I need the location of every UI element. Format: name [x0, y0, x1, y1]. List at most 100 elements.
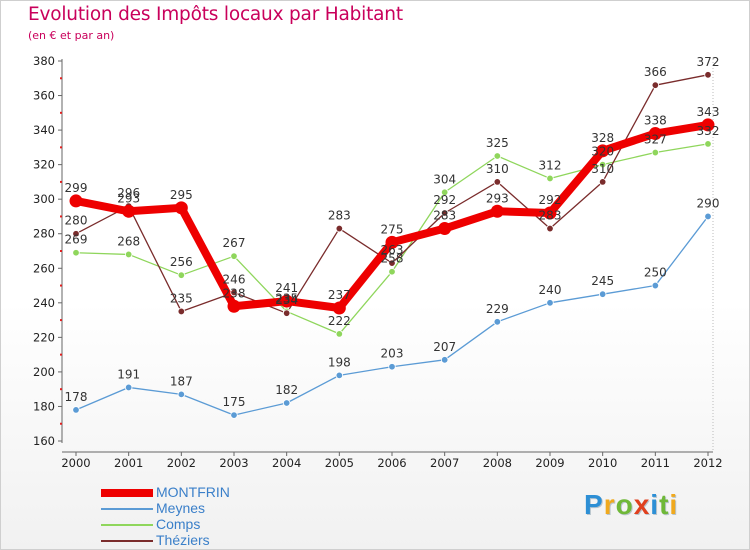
point-comps — [177, 271, 186, 279]
y-minor-tick — [60, 284, 62, 287]
legend-swatch-meynes — [101, 508, 153, 510]
point-comps — [230, 252, 238, 260]
point-theziers — [598, 178, 607, 186]
value-label-montfrin: 292 — [539, 193, 562, 207]
point-montfrin — [648, 127, 662, 141]
logo-letter: P — [584, 489, 604, 520]
point-comps — [335, 330, 344, 338]
value-label-montfrin: 293 — [486, 191, 509, 205]
logo-letter: o — [615, 489, 634, 520]
legend-swatch-theziers — [101, 540, 153, 542]
chart-title: Evolution des Impôts locaux par Habitant — [28, 4, 403, 25]
y-minor-tick — [60, 388, 62, 391]
value-label-theziers: 263 — [381, 243, 404, 257]
x-tick-label: 2006 — [377, 456, 406, 470]
y-minor-tick — [60, 250, 62, 252]
value-label-comps: 327 — [644, 133, 667, 147]
y-minor-tick — [60, 215, 62, 218]
legend-label-theziers: Théziers — [156, 532, 210, 548]
point-labels: 299 293 295 238 241 237 275 283 293 292 328 338 343 1… — [65, 55, 720, 409]
y-tick-label: 320 — [33, 158, 55, 172]
point-theziers — [72, 230, 80, 238]
value-label-meynes: 198 — [328, 355, 351, 369]
value-label-theziers: 372 — [697, 55, 720, 69]
x-tick-label: 2001 — [114, 456, 143, 470]
legend-swatch-montfrin — [101, 489, 153, 497]
point-montfrin — [438, 222, 452, 236]
y-tick-label: 300 — [33, 192, 55, 206]
point-comps — [598, 160, 607, 169]
value-label-comps: 304 — [433, 172, 456, 186]
value-label-theziers: 366 — [644, 65, 667, 79]
x-tick-label: 2005 — [325, 456, 354, 470]
y-minor-tick — [60, 111, 62, 114]
point-montfrin — [69, 194, 83, 208]
x-tick-label: 2010 — [588, 456, 617, 470]
value-label-comps: 222 — [328, 314, 351, 328]
value-label-theziers: 283 — [539, 209, 562, 223]
value-label-theziers: 283 — [328, 209, 351, 223]
value-label-montfrin: 238 — [223, 286, 246, 300]
chart-subtitle: (en € et par an) — [28, 29, 115, 42]
logo-letter: x — [633, 489, 651, 520]
x-tick-label: 2011 — [641, 456, 670, 470]
point-meynes — [388, 363, 396, 371]
y-tick-label: 200 — [33, 365, 55, 379]
point-montfrin — [227, 299, 241, 313]
value-label-meynes: 182 — [275, 383, 298, 397]
value-label-meynes: 191 — [117, 367, 140, 381]
x-tick-label: 2003 — [219, 456, 248, 470]
value-label-meynes: 245 — [591, 274, 614, 288]
value-label-comps: 325 — [486, 136, 509, 150]
logo-letter: i — [650, 489, 660, 520]
value-label-montfrin: 283 — [433, 209, 456, 223]
point-montfrin — [543, 206, 557, 220]
point-meynes — [598, 290, 607, 298]
value-label-meynes: 178 — [65, 390, 88, 404]
point-comps — [493, 152, 502, 160]
value-label-montfrin: 295 — [170, 188, 193, 202]
legend-item-comps: Comps — [101, 516, 301, 533]
point-meynes — [704, 212, 712, 221]
point-theziers — [230, 288, 238, 297]
value-label-meynes: 175 — [223, 395, 246, 409]
point-meynes — [282, 399, 291, 407]
value-label-montfrin: 293 — [117, 191, 140, 205]
point-comps — [440, 188, 449, 196]
point-theziers — [388, 259, 396, 267]
x-tick-label: 2012 — [693, 456, 722, 470]
x-tick-label: 2007 — [430, 456, 459, 470]
point-comps — [704, 140, 712, 148]
y-tick-label: 260 — [33, 261, 55, 275]
point-meynes — [124, 383, 133, 392]
point-montfrin — [596, 144, 610, 158]
logo-letter: r — [603, 489, 616, 520]
value-label-comps: 269 — [65, 233, 88, 247]
y-tick-label: 180 — [33, 399, 55, 413]
y-minor-tick — [60, 422, 62, 425]
point-theziers — [704, 71, 712, 79]
proxiti-logo: Proxiti — [584, 489, 678, 521]
value-label-theziers: 280 — [65, 214, 88, 228]
point-theziers — [651, 81, 660, 89]
value-label-theziers: 292 — [433, 193, 456, 207]
y-tick-label: 240 — [33, 296, 55, 310]
point-montfrin — [280, 294, 294, 308]
value-label-comps: 256 — [170, 255, 193, 269]
value-label-theziers: 235 — [170, 291, 193, 305]
point-meynes — [177, 390, 186, 399]
y-tick-label: 360 — [33, 89, 55, 103]
legend-item-theziers: Théziers — [101, 532, 301, 549]
value-label-theziers: 310 — [486, 162, 509, 176]
point-meynes — [72, 406, 80, 414]
point-comps — [72, 249, 80, 257]
legend-label-comps: Comps — [156, 516, 201, 532]
value-label-comps: 268 — [117, 234, 140, 248]
value-label-montfrin: 275 — [381, 222, 404, 236]
value-label-montfrin: 299 — [65, 181, 88, 195]
axes: 160 180 200 220 240 260 280 300 320 340 360 380 2000… — [33, 54, 723, 470]
value-label-comps: 267 — [223, 236, 246, 250]
logo-letter: t — [659, 489, 670, 520]
y-minor-tick — [60, 180, 62, 183]
